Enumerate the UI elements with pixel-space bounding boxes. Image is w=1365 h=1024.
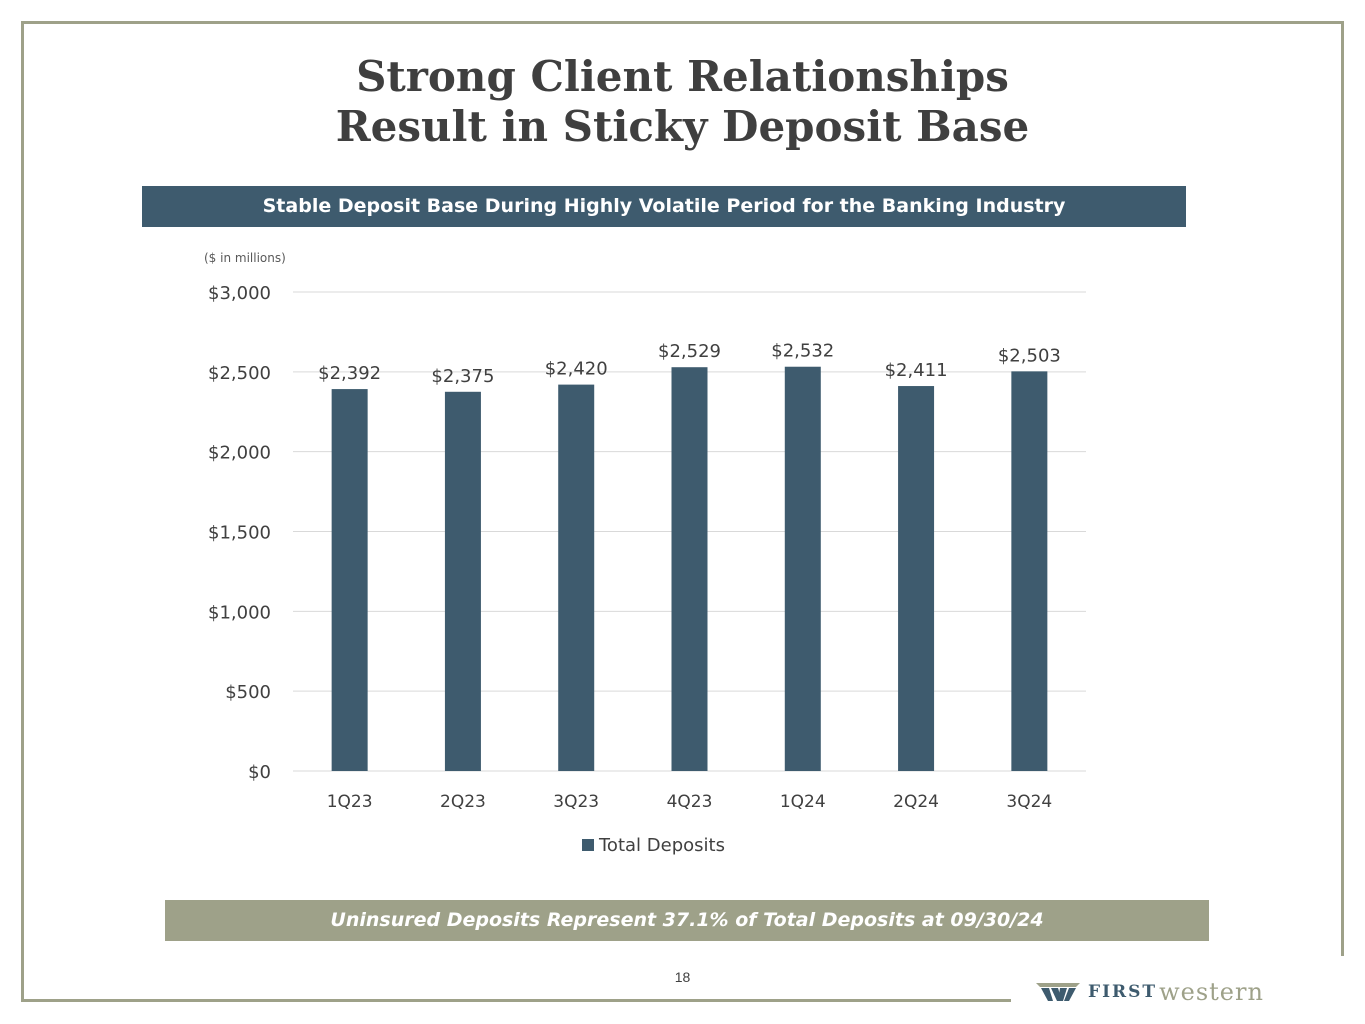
slide-frame-right	[1341, 21, 1344, 956]
x-tick-label-3q23: 3Q23	[553, 792, 599, 812]
chart-units-label: ($ in millions)	[204, 251, 286, 265]
slide-title: Strong Client Relationships Result in St…	[0, 52, 1365, 152]
logo-western-text: western	[1159, 978, 1264, 1006]
bar-3q23	[558, 384, 595, 771]
slide-title-line-1: Strong Client Relationships	[356, 52, 1009, 101]
y-tick-label: $1,000	[208, 602, 271, 623]
y-tick-label: $500	[225, 682, 271, 703]
x-tick-label-2q23: 2Q23	[440, 792, 486, 812]
data-label-2q23: $2,375	[431, 366, 494, 387]
slide-frame-bottom	[21, 999, 1011, 1002]
chart-legend: Total Deposits	[582, 835, 725, 856]
data-label-3q24: $2,503	[998, 345, 1061, 366]
x-tick-label-3q24: 3Q24	[1006, 792, 1052, 812]
company-logo: FIRST western	[1036, 978, 1264, 1006]
uninsured-deposits-banner: Uninsured Deposits Represent 37.1% of To…	[165, 900, 1209, 941]
x-tick-label-4q23: 4Q23	[667, 792, 713, 812]
deposits-bar-chart: $0 $500 $1,000 $1,500 $2,000 $2,500 $3,000 $2,…	[208, 283, 1086, 856]
bar-3q24	[1011, 371, 1048, 771]
chart-data-labels: $2,392 $2,375 $2,420 $2,529 $2,532 $2,411 $2,5…	[318, 341, 1061, 387]
logo-w-mark-icon	[1036, 983, 1080, 1001]
x-tick-label-1q24: 1Q24	[780, 792, 826, 812]
slide-title-line-2: Result in Sticky Deposit Base	[335, 102, 1030, 151]
y-tick-label: $3,000	[208, 283, 271, 304]
bar-1q23	[331, 389, 368, 771]
legend-label: Total Deposits	[598, 835, 725, 856]
slide-frame-left	[21, 21, 24, 1002]
data-label-1q23: $2,392	[318, 363, 381, 384]
bar-2q23	[444, 391, 481, 771]
bar-1q24	[784, 366, 821, 771]
y-axis-ticks: $0 $500 $1,000 $1,500 $2,000 $2,500 $3,000	[208, 283, 271, 783]
legend-swatch	[582, 839, 594, 851]
y-tick-label: $2,500	[208, 363, 271, 384]
chart-bars	[331, 366, 1048, 771]
y-tick-label: $1,500	[208, 523, 271, 544]
bar-4q23	[671, 367, 708, 771]
y-tick-label: $2,000	[208, 443, 271, 464]
data-label-1q24: $2,532	[771, 341, 834, 362]
bar-2q24	[898, 386, 935, 771]
slide-frame-top	[21, 21, 1344, 24]
data-label-4q23: $2,529	[658, 341, 721, 362]
subtitle-banner: Stable Deposit Base During Highly Volati…	[142, 186, 1186, 227]
y-tick-label: $0	[248, 762, 271, 783]
x-tick-label-2q24: 2Q24	[893, 792, 939, 812]
data-label-2q24: $2,411	[885, 360, 948, 381]
page-number: 18	[674, 969, 691, 985]
logo-first-text: FIRST	[1088, 982, 1158, 1002]
x-tick-label-1q23: 1Q23	[327, 792, 373, 812]
x-axis-categories: 1Q23 2Q23 3Q23 4Q23 1Q24 2Q24 3Q24	[327, 792, 1053, 812]
data-label-3q23: $2,420	[545, 359, 608, 380]
